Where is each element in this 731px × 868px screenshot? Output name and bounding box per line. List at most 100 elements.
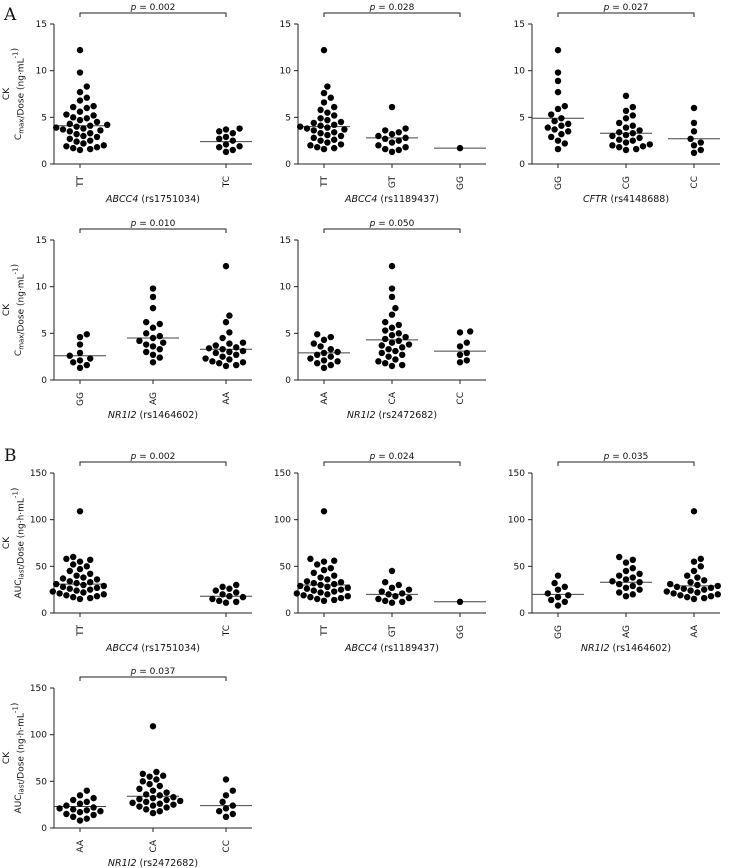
data-point: [219, 334, 226, 342]
significance-bracket: [323, 12, 461, 17]
data-point: [622, 139, 630, 146]
x-tick-label: AA: [222, 391, 232, 404]
y-tick-label: 15: [280, 236, 291, 246]
data-point: [402, 134, 409, 142]
data-point: [327, 94, 334, 101]
data-point: [456, 343, 464, 350]
group-CC: [668, 104, 720, 156]
data-point: [87, 137, 94, 144]
data-point: [701, 586, 708, 593]
data-point: [310, 587, 317, 594]
data-point: [222, 318, 230, 326]
data-point: [83, 331, 91, 338]
y-tick-label: 5: [285, 113, 291, 123]
x-tick-label: AA: [76, 839, 86, 852]
data-point: [143, 318, 150, 326]
data-point: [382, 135, 389, 142]
group-AG: [600, 553, 652, 600]
data-point: [558, 115, 565, 122]
data-point: [149, 794, 157, 802]
data-point: [548, 596, 555, 604]
group-TC: [200, 581, 252, 606]
data-point: [66, 578, 74, 585]
data-point: [66, 128, 74, 135]
data-point: [320, 357, 328, 364]
data-point: [219, 591, 226, 598]
data-point: [149, 359, 157, 366]
data-point: [375, 358, 382, 365]
data-point: [219, 798, 226, 806]
data-point: [554, 46, 562, 54]
x-tick-label: AA: [690, 624, 700, 637]
data-point: [314, 351, 321, 358]
data-point: [222, 133, 230, 141]
panel-letter-b: B: [4, 446, 17, 466]
data-point: [160, 772, 167, 779]
y-tick-label: 100: [274, 516, 291, 526]
data-point: [697, 146, 704, 154]
data-point: [239, 339, 247, 346]
y-tick-label: 0: [41, 376, 47, 386]
y-tick-label: 0: [41, 609, 47, 619]
data-point: [690, 567, 698, 575]
data-point: [646, 141, 653, 148]
x-tick-label: TT: [320, 625, 330, 637]
group-CC: [200, 776, 252, 820]
y-tick-label: 100: [30, 731, 47, 741]
x-tick-label: AG: [149, 392, 159, 405]
data-point: [70, 553, 77, 561]
y-tick-label: 5: [285, 329, 291, 339]
data-point: [314, 331, 321, 338]
data-point: [622, 131, 630, 139]
data-point: [388, 599, 396, 606]
data-point: [331, 588, 338, 595]
y-axis-label: Cmax/Dose (ng·mL-1): [11, 48, 27, 140]
data-point: [629, 122, 636, 129]
data-point: [66, 567, 74, 575]
data-point: [331, 596, 338, 604]
data-point: [622, 567, 630, 575]
data-point: [70, 103, 77, 111]
data-point: [320, 566, 328, 574]
data-point: [551, 117, 558, 125]
data-point: [388, 139, 396, 146]
data-point: [388, 332, 396, 339]
data-point: [317, 581, 324, 589]
data-point: [76, 595, 84, 603]
data-point: [293, 590, 300, 597]
data-point: [395, 146, 402, 154]
data-point: [136, 803, 143, 810]
data-point: [405, 594, 413, 602]
data-point: [677, 592, 684, 599]
data-point: [76, 108, 84, 115]
data-point: [320, 89, 328, 97]
data-point: [320, 145, 328, 153]
data-point: [320, 508, 328, 515]
significance-bracket: [557, 12, 695, 17]
data-point: [149, 304, 157, 312]
data-point: [629, 112, 636, 119]
data-point: [222, 126, 230, 133]
data-point: [327, 361, 334, 369]
data-point: [558, 130, 565, 138]
data-point: [405, 586, 413, 593]
significance-bracket: [79, 461, 227, 466]
data-point: [317, 343, 324, 350]
data-point: [331, 572, 338, 579]
data-point: [561, 102, 568, 110]
data-point: [156, 792, 163, 799]
data-point: [320, 336, 328, 344]
significance-bracket: [79, 676, 227, 681]
data-point: [239, 347, 247, 355]
scatter-panel-8: 0 50 100 150 GG AG AA NR1I2 (rs1464602) p = 0.03…: [508, 452, 721, 654]
data-point: [80, 574, 87, 581]
data-point: [70, 796, 77, 804]
data-point: [83, 361, 91, 369]
x-tick-label: GG: [456, 176, 466, 190]
data-point: [690, 119, 698, 127]
data-point: [388, 584, 396, 591]
data-point: [70, 561, 77, 568]
y-tick-label: 100: [30, 516, 47, 526]
y-tick-label: 5: [41, 329, 47, 339]
group-TC: [200, 125, 252, 156]
